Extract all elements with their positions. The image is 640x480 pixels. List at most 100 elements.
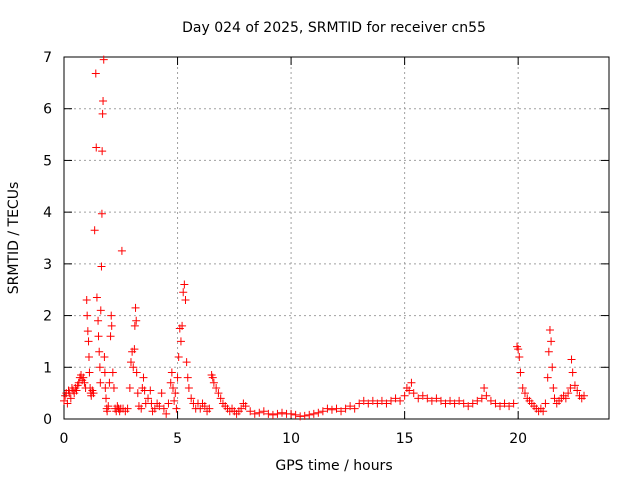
data-point (516, 368, 525, 377)
data-point (99, 96, 108, 105)
data-point (446, 396, 455, 405)
data-point (496, 402, 504, 411)
data-point (132, 368, 141, 377)
data-point (309, 409, 318, 418)
data-point (85, 368, 94, 377)
data-point (108, 368, 117, 377)
data-point (98, 109, 107, 118)
data-point (414, 394, 423, 403)
data-point (99, 55, 108, 64)
data-point (83, 327, 92, 336)
data-point (169, 383, 177, 392)
data-point (570, 381, 579, 390)
data-point (441, 399, 450, 408)
data-point (268, 410, 277, 419)
data-point (196, 404, 205, 413)
data-point (139, 373, 148, 382)
data-point (459, 399, 468, 408)
data-point (564, 389, 573, 398)
data-point (509, 399, 518, 408)
data-point (98, 147, 107, 156)
data-point (157, 389, 166, 398)
x-tick-label: 5 (173, 431, 182, 447)
data-point (314, 408, 323, 417)
x-tick-labels: 0 5 10 15 20 (60, 431, 528, 447)
data-point (473, 396, 482, 405)
data-point (97, 262, 106, 271)
data-point (573, 386, 582, 395)
data-point (491, 399, 500, 408)
data-point (176, 337, 185, 346)
data-point (518, 383, 527, 392)
data-point (100, 368, 109, 377)
data-point (278, 408, 286, 417)
data-point (101, 383, 110, 392)
data-point (259, 407, 268, 416)
data-point (241, 402, 250, 411)
data-point (126, 358, 135, 367)
data-point (482, 391, 491, 400)
data-point (427, 396, 436, 405)
data-point (332, 404, 341, 413)
data-point (91, 69, 100, 78)
data-point (450, 399, 459, 408)
data-point (84, 352, 93, 361)
data-point (63, 399, 72, 408)
data-point (104, 402, 113, 411)
data-point (130, 345, 139, 354)
data-point (125, 383, 134, 392)
data-point (209, 378, 218, 387)
data-point (296, 412, 305, 421)
data-point (541, 399, 550, 408)
data-point (327, 405, 336, 414)
data-point (264, 409, 273, 418)
data-point (179, 288, 188, 297)
data-point (300, 411, 309, 420)
data-point (214, 389, 223, 398)
data-point (545, 326, 554, 335)
data-point (291, 410, 300, 419)
data-point (184, 383, 193, 392)
data-point (505, 402, 514, 411)
data-point (237, 404, 246, 413)
data-point (180, 280, 189, 289)
data-point (468, 399, 477, 408)
data-point (106, 332, 115, 341)
data-point (109, 383, 118, 392)
data-point (547, 337, 556, 346)
data-point (181, 296, 190, 305)
data-point (107, 321, 116, 330)
data-point (82, 296, 91, 305)
data-point (144, 394, 153, 403)
chart-title: Day 024 of 2025, SRMTID for receiver cn5… (182, 20, 486, 36)
data-point (72, 386, 81, 395)
data-point (150, 404, 159, 413)
data-point (92, 143, 101, 152)
data-point (170, 396, 179, 405)
data-point (364, 399, 373, 408)
data-point (92, 293, 101, 302)
data-point (102, 394, 111, 403)
data-point (173, 373, 182, 382)
data-point (174, 352, 183, 361)
data-point (305, 410, 314, 419)
data-point (183, 373, 192, 382)
data-point (166, 378, 175, 387)
y-tick-labels: 0 1 2 3 4 5 6 7 (43, 50, 52, 428)
data-point (396, 396, 405, 405)
plot-frame (63, 56, 610, 420)
data-point (178, 321, 187, 330)
data-point (567, 355, 576, 364)
data-point (477, 394, 486, 403)
data-point (423, 394, 432, 403)
y-tick-label: 7 (43, 50, 52, 66)
data-point (100, 352, 109, 361)
data-point (250, 409, 259, 418)
data-point (544, 347, 553, 356)
data-point (159, 404, 168, 413)
data-point (355, 399, 364, 408)
data-point (341, 404, 350, 413)
y-tick-label: 3 (43, 257, 52, 273)
data-point (246, 407, 255, 416)
